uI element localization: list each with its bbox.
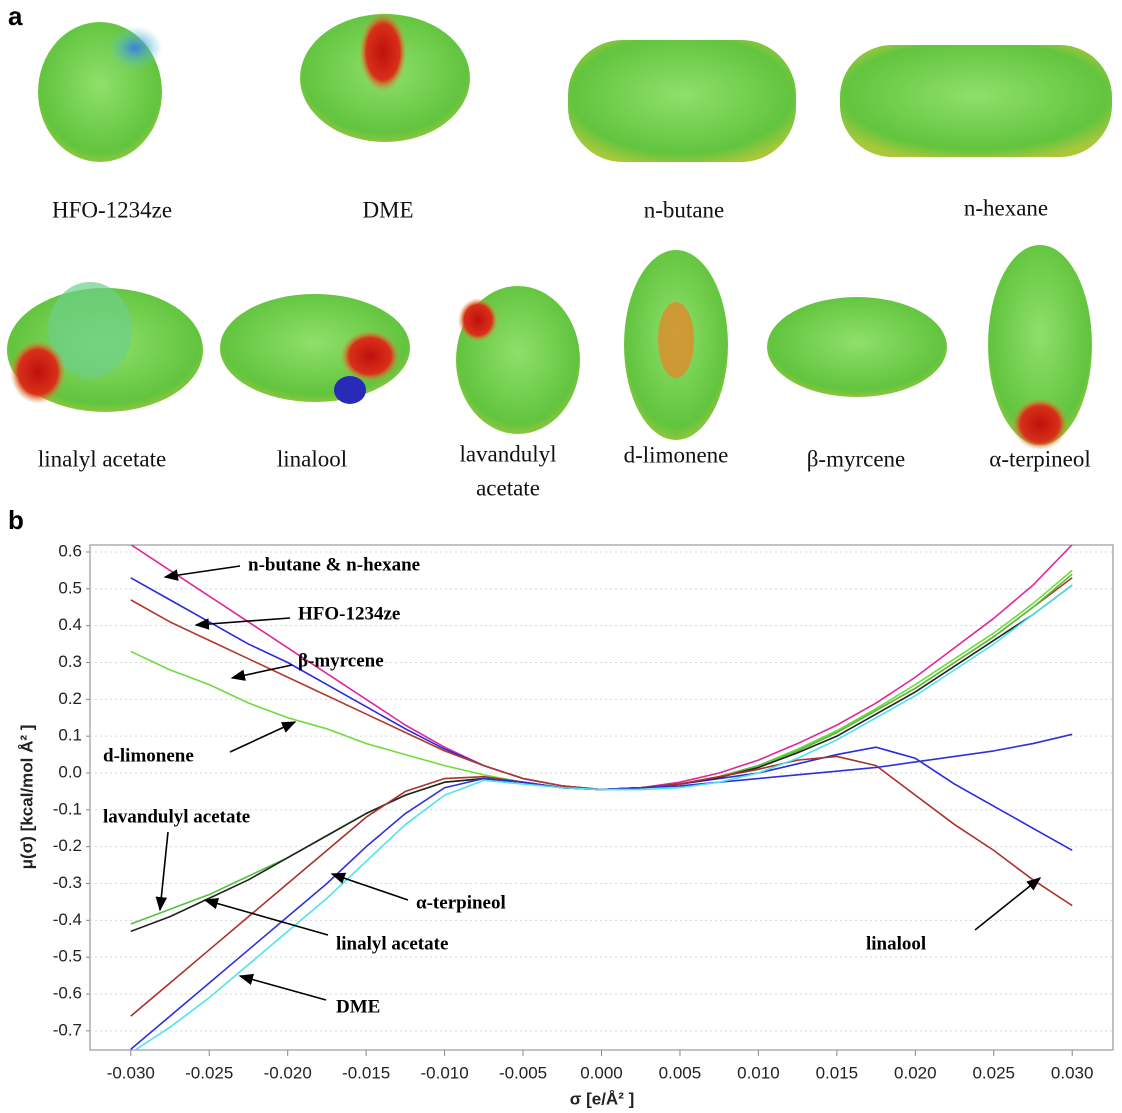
annotation: n-butane & n-hexane — [248, 554, 420, 575]
surface-patch — [10, 340, 66, 404]
molecule-label: d-limonene — [624, 442, 729, 467]
y-axis-title: μ(σ) [kcal/mol Å² ] — [17, 725, 36, 870]
molecule-label: DME — [362, 197, 413, 222]
surface-patch — [359, 12, 407, 92]
y-tick-label: -0.4 — [53, 910, 82, 929]
y-tick-label: -0.2 — [53, 836, 82, 855]
molecule — [568, 40, 796, 162]
annotation: β-myrcene — [298, 650, 384, 671]
panel-label: a — [8, 1, 23, 31]
molecule-label: acetate — [476, 475, 540, 500]
x-tick-label: -0.015 — [342, 1063, 390, 1082]
annotation: linalool — [866, 933, 926, 954]
surface-patch — [458, 298, 498, 342]
surface-patch — [1012, 398, 1068, 450]
molecule-label: n-hexane — [964, 195, 1048, 220]
surface-patch — [107, 26, 163, 70]
molecule-label: linalool — [277, 446, 347, 471]
molecule-label: HFO-1234ze — [52, 197, 172, 222]
y-tick-label: -0.1 — [53, 799, 82, 818]
y-tick-label: 0.6 — [58, 541, 82, 560]
y-tick-label: -0.5 — [53, 947, 82, 966]
y-tick-label: 0.5 — [58, 578, 82, 597]
panel-label: b — [8, 505, 24, 535]
x-axis-title: σ [e/Å² ] — [570, 1089, 635, 1108]
x-tick-label: 0.030 — [1051, 1063, 1094, 1082]
molecule-label: linalyl acetate — [38, 446, 166, 471]
annotation: α-terpineol — [416, 892, 506, 913]
background — [0, 0, 1122, 1113]
y-tick-label: 0.1 — [58, 726, 82, 745]
x-tick-label: 0.015 — [816, 1063, 859, 1082]
y-tick-label: -0.3 — [53, 873, 82, 892]
x-tick-label: -0.010 — [420, 1063, 468, 1082]
molecule-label: n-butane — [644, 197, 724, 222]
y-tick-label: 0.0 — [58, 762, 82, 781]
y-tick-label: 0.4 — [58, 615, 82, 634]
annotation: HFO-1234ze — [298, 603, 400, 624]
annotation: d-limonene — [103, 745, 194, 766]
y-tick-label: 0.3 — [58, 652, 82, 671]
surface-patch — [334, 376, 366, 404]
x-tick-label: 0.010 — [737, 1063, 780, 1082]
y-tick-label: 0.2 — [58, 689, 82, 708]
x-tick-label: -0.030 — [107, 1063, 155, 1082]
molecule-label: lavandulyl — [459, 441, 556, 466]
y-tick-label: -0.6 — [53, 983, 82, 1002]
molecule — [840, 45, 1112, 157]
x-tick-label: 0.005 — [659, 1063, 702, 1082]
surface-patch — [340, 330, 400, 382]
annotation: DME — [336, 996, 380, 1017]
molecule-label: α-terpineol — [989, 446, 1090, 471]
x-tick-label: 0.020 — [894, 1063, 937, 1082]
molecule — [767, 297, 947, 397]
surface-patch — [658, 302, 694, 378]
annotation: linalyl acetate — [336, 933, 448, 954]
x-tick-label: 0.000 — [580, 1063, 623, 1082]
y-tick-label: -0.7 — [53, 1020, 82, 1039]
x-tick-label: -0.005 — [499, 1063, 547, 1082]
x-tick-label: -0.025 — [185, 1063, 233, 1082]
annotation: lavandulyl acetate — [103, 806, 250, 827]
x-tick-label: 0.025 — [972, 1063, 1015, 1082]
figure: a HFO-1234ze DME n-butane n-hexane linal… — [0, 0, 1122, 1113]
x-tick-label: -0.020 — [264, 1063, 312, 1082]
molecule-label: β-myrcene — [807, 446, 906, 471]
